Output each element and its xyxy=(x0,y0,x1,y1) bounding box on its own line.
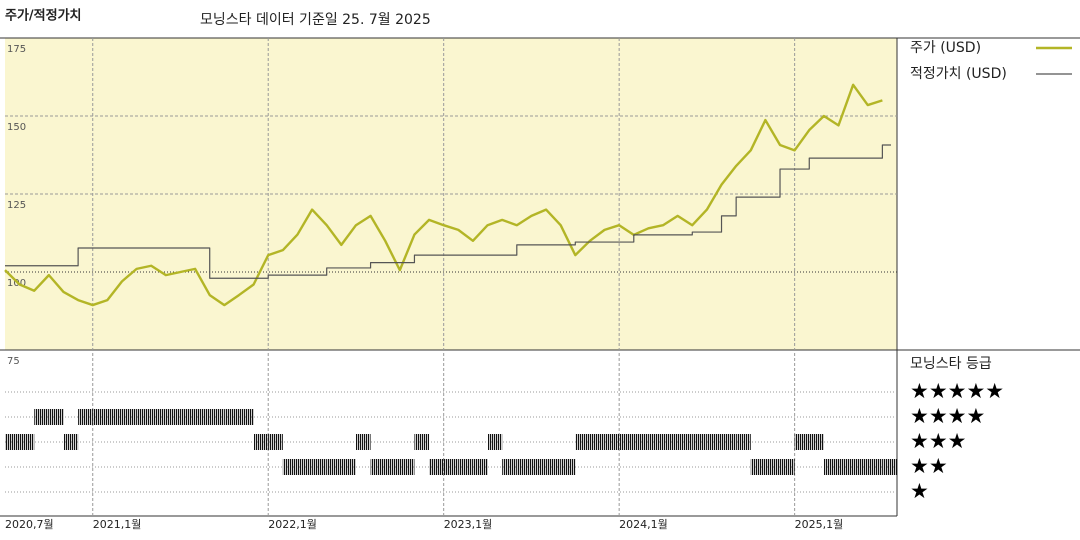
rating-bar xyxy=(355,434,371,450)
rating-bar xyxy=(794,434,810,450)
rating-bar xyxy=(92,409,108,425)
rating-bar xyxy=(195,409,210,425)
rating-bar xyxy=(107,409,122,425)
chart-title: 주가/적정가치 xyxy=(5,8,82,24)
rating-bar xyxy=(48,409,64,425)
rating-bar xyxy=(472,459,488,475)
rating-bar xyxy=(604,434,620,450)
rating-bar xyxy=(180,409,196,425)
rating-bar xyxy=(692,434,707,450)
x-tick-label: 2025,1월 xyxy=(795,518,844,531)
rating-bar xyxy=(853,459,868,475)
rating-bar xyxy=(443,459,459,475)
y-tick-label: 175 xyxy=(7,44,26,55)
rating-bar xyxy=(151,409,166,425)
rating-bar xyxy=(823,459,839,475)
rating-legend: ★★ xyxy=(910,454,948,478)
rating-bar xyxy=(5,434,20,450)
rating-bar xyxy=(34,409,49,425)
series-line xyxy=(5,144,891,279)
x-tick-label: 2023,1월 xyxy=(444,518,493,531)
rating-bar xyxy=(458,459,473,475)
legend-label: 적정가치 (USD) xyxy=(910,66,1007,82)
rating-bar xyxy=(63,434,79,450)
rating-bar xyxy=(136,409,152,425)
rating-legend: ★★★★ xyxy=(910,404,985,428)
rating-bar xyxy=(165,409,181,425)
rating-bar xyxy=(648,434,664,450)
rating-bar xyxy=(531,459,547,475)
y-tick-label: 100 xyxy=(7,278,26,289)
rating-bar xyxy=(297,459,313,475)
rating-bar xyxy=(312,459,327,475)
rating-bar xyxy=(414,434,430,450)
rating-bar xyxy=(399,459,415,475)
y-tick-label: 125 xyxy=(7,200,26,211)
rating-bar xyxy=(370,459,386,475)
rating-bar xyxy=(882,459,897,475)
rating-bar xyxy=(502,459,517,475)
rating-bar xyxy=(546,459,561,475)
legend-label: 주가 (USD) xyxy=(910,40,981,56)
rating-bar xyxy=(867,459,883,475)
rating-bar xyxy=(575,434,590,450)
rating-title: 모닝스타 등급 xyxy=(910,356,992,372)
rating-legend: ★ xyxy=(910,479,929,503)
rating-bar xyxy=(238,409,254,425)
rating-bar xyxy=(341,459,356,475)
chart-subtitle: 모닝스타 데이터 기준일 25. 7월 2025 xyxy=(200,12,431,28)
rating-bar xyxy=(560,459,576,475)
rating-bar xyxy=(633,434,649,450)
rating-bar xyxy=(589,434,605,450)
rating-bar xyxy=(780,459,795,475)
rating-bar xyxy=(253,434,269,450)
x-tick-label: 2022,1월 xyxy=(268,518,317,531)
rating-bar xyxy=(19,434,35,450)
x-tick-label: 2020,7월 xyxy=(5,518,54,531)
series-line xyxy=(4,83,883,307)
rating-bar xyxy=(78,409,93,425)
rating-bar xyxy=(268,434,283,450)
rating-bar xyxy=(282,459,298,475)
rating-bar xyxy=(224,409,239,425)
x-tick-label: 2021,1월 xyxy=(93,518,142,531)
y-tick-label: 75 xyxy=(7,356,20,367)
rating-bar xyxy=(736,434,751,450)
x-tick-label: 2024,1월 xyxy=(619,518,668,531)
rating-bar xyxy=(677,434,693,450)
rating-bar xyxy=(326,459,342,475)
rating-bar xyxy=(721,434,737,450)
rating-legend: ★★★★★ xyxy=(910,379,1004,403)
rating-bar xyxy=(209,409,225,425)
rating-bar xyxy=(121,409,137,425)
rating-bar xyxy=(429,459,444,475)
rating-legend: ★★★ xyxy=(910,429,966,453)
rating-bar xyxy=(809,434,824,450)
y-tick-label: 150 xyxy=(7,122,26,133)
rating-bar xyxy=(385,459,400,475)
rating-bar xyxy=(838,459,854,475)
rating-bar xyxy=(765,459,781,475)
rating-bar xyxy=(516,459,532,475)
rating-bar xyxy=(663,434,678,450)
rating-bar xyxy=(706,434,722,450)
rating-bar xyxy=(750,459,766,475)
rating-bar xyxy=(487,434,503,450)
rating-bar xyxy=(619,434,634,450)
